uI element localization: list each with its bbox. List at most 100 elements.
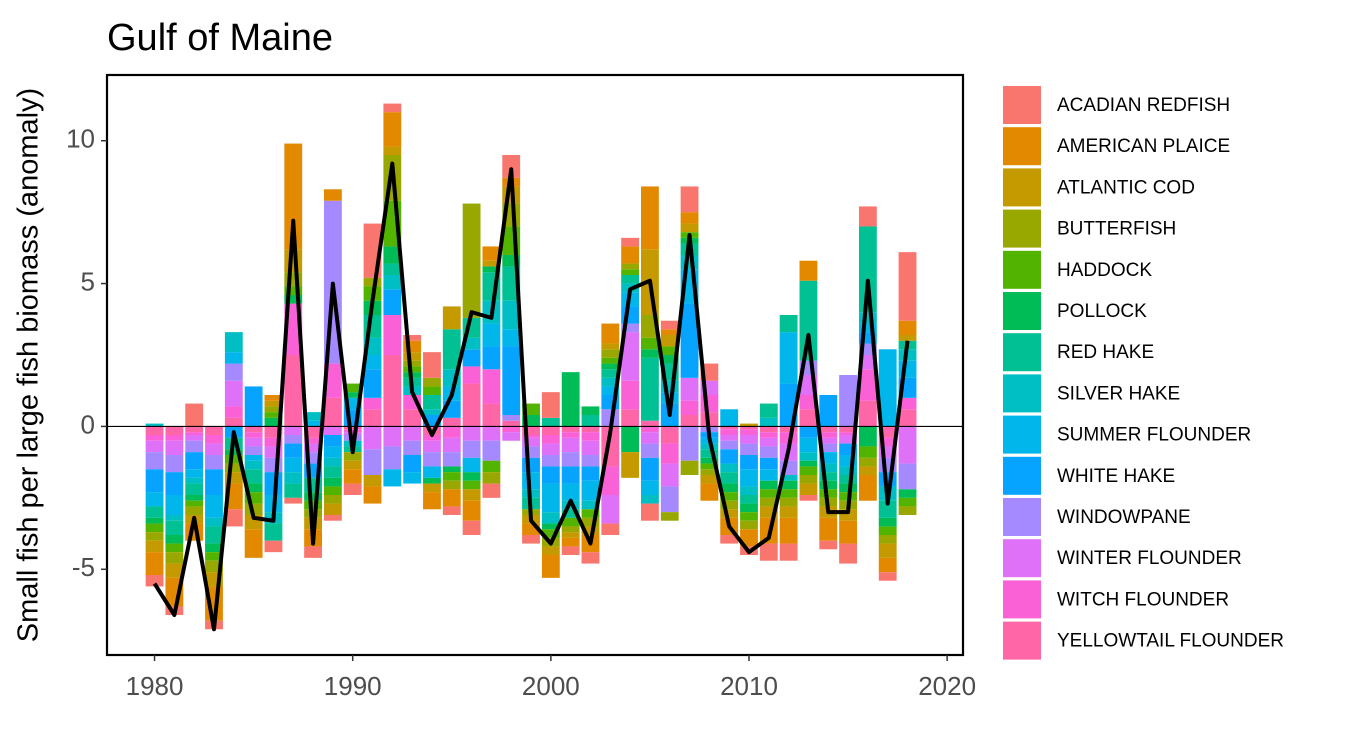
bar-segment [720, 509, 739, 518]
bar-segment [878, 572, 897, 581]
bar-segment [581, 415, 600, 427]
bar-segment [720, 483, 739, 493]
bar-segment [878, 500, 897, 518]
bar-segment [323, 363, 342, 398]
bar-segment [799, 426, 818, 438]
bar-segment [165, 563, 184, 578]
bar-segment [839, 432, 857, 435]
bar-segment [264, 412, 283, 418]
bar-segment [601, 377, 620, 387]
bar-segment [839, 455, 857, 467]
bar-segment [581, 406, 600, 415]
bar-segment [522, 446, 540, 458]
bar-segment [423, 477, 441, 484]
bar-segment [323, 189, 342, 201]
bar-segment [581, 466, 600, 481]
bar-segment [343, 397, 362, 410]
bar-segment [323, 466, 342, 478]
bar-segment [304, 426, 322, 438]
bar-segment [700, 395, 719, 413]
bar-segment [878, 437, 897, 447]
bar-segment [819, 480, 838, 490]
bar-segment [323, 486, 342, 495]
bar-segment [898, 426, 917, 464]
bar-segment [898, 463, 917, 490]
bar-segment [759, 469, 778, 481]
bar-segment [858, 206, 877, 227]
bar-segment [819, 489, 838, 498]
bar-segment [383, 446, 402, 470]
bar-segment [462, 203, 481, 318]
bar-segment [522, 403, 540, 415]
bar-segment [799, 409, 818, 427]
bar-segment [304, 437, 322, 444]
bar-segment [799, 466, 818, 475]
bar-segment [185, 477, 204, 484]
bar-segment [423, 435, 441, 441]
bar-segment [423, 440, 441, 453]
bar-segment [839, 435, 857, 444]
bar-segment [224, 455, 243, 464]
bar-segment [819, 426, 838, 433]
bar-segment [858, 355, 877, 370]
bar-segment [561, 532, 580, 538]
bar-segment [660, 486, 679, 513]
bar-segment [660, 512, 679, 521]
bar-segment [621, 409, 640, 427]
bar-segment [165, 455, 184, 473]
bar-segment [304, 546, 322, 558]
bar-segment [185, 483, 204, 495]
bar-segment [423, 492, 441, 510]
legend-label: WINTER FLOUNDER [1057, 548, 1242, 569]
legend-key [1003, 333, 1041, 372]
bar-segment [403, 455, 422, 473]
bar-segment [858, 323, 877, 333]
bar-segment [799, 280, 818, 361]
bar-segment [878, 446, 897, 458]
bar-segment [819, 452, 838, 464]
bar-segment [561, 526, 580, 533]
bar-segment [641, 443, 659, 458]
legend-key [1003, 292, 1041, 330]
bar-segment [660, 346, 679, 355]
bar-segment [601, 369, 620, 378]
bar-segment [323, 435, 342, 447]
bar-segment [839, 466, 857, 475]
bar-segment [759, 489, 778, 498]
bar-segment [284, 435, 303, 444]
bar-segment [383, 289, 402, 315]
bar-segment [383, 275, 402, 290]
bar-segment [601, 363, 620, 370]
bar-segment [383, 146, 402, 155]
bar-segment [482, 369, 501, 404]
bar-segment [442, 417, 461, 427]
bar-segment [244, 460, 263, 470]
y-tick-label: 5 [81, 266, 95, 296]
bar-segment [601, 357, 620, 364]
bar-segment [720, 426, 739, 430]
bar-segment [442, 466, 461, 473]
legend-label: YELLOWTAIL FLOUNDER [1057, 631, 1284, 652]
bar-segment [165, 552, 184, 564]
bar-segment [581, 426, 600, 433]
bar-segment [502, 155, 521, 178]
bar-segment [759, 403, 778, 418]
bar-segment [641, 495, 659, 504]
bar-segment [264, 395, 283, 401]
bar-segment [224, 406, 243, 418]
bar-segment [641, 503, 659, 521]
bar-segment [541, 523, 560, 530]
bar-segment [244, 432, 263, 438]
bar-segment [304, 500, 322, 510]
bar-segment [383, 103, 402, 113]
bar-segment [660, 355, 679, 364]
bar-segment [680, 186, 699, 213]
bar-segment [898, 409, 917, 427]
bar-segment [284, 483, 303, 498]
bar-segment [839, 543, 857, 564]
bar-segment [482, 266, 501, 273]
bar-segment [541, 435, 560, 444]
bar-segment [561, 537, 580, 547]
bar-segment [423, 452, 441, 467]
bar-segment [660, 426, 679, 444]
